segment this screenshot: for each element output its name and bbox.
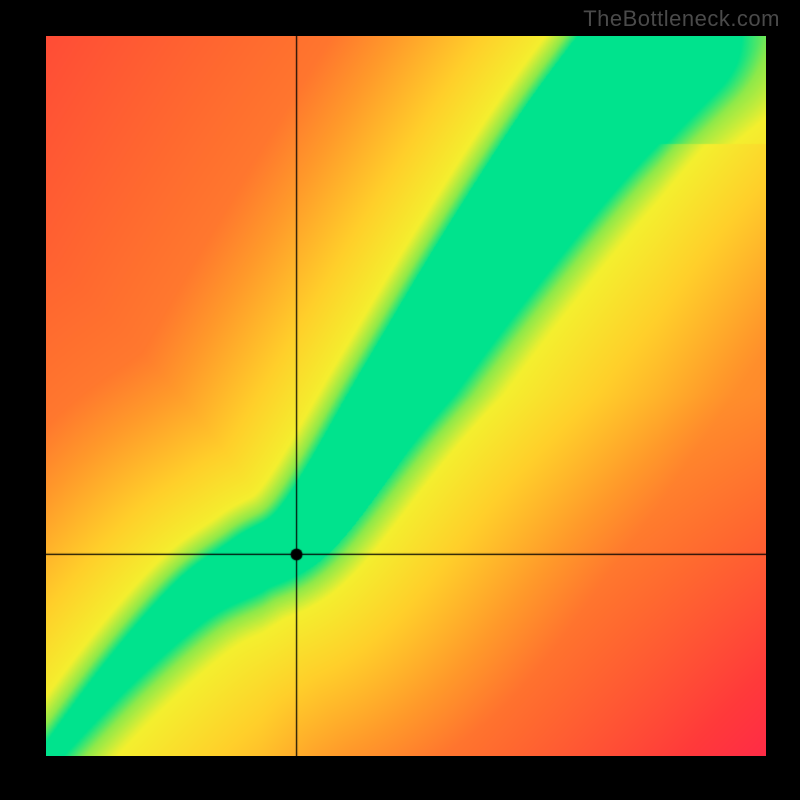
heatmap-plot [46, 36, 766, 756]
heatmap-canvas [46, 36, 766, 756]
chart-container: TheBottleneck.com [0, 0, 800, 800]
watermark-text: TheBottleneck.com [583, 6, 780, 32]
